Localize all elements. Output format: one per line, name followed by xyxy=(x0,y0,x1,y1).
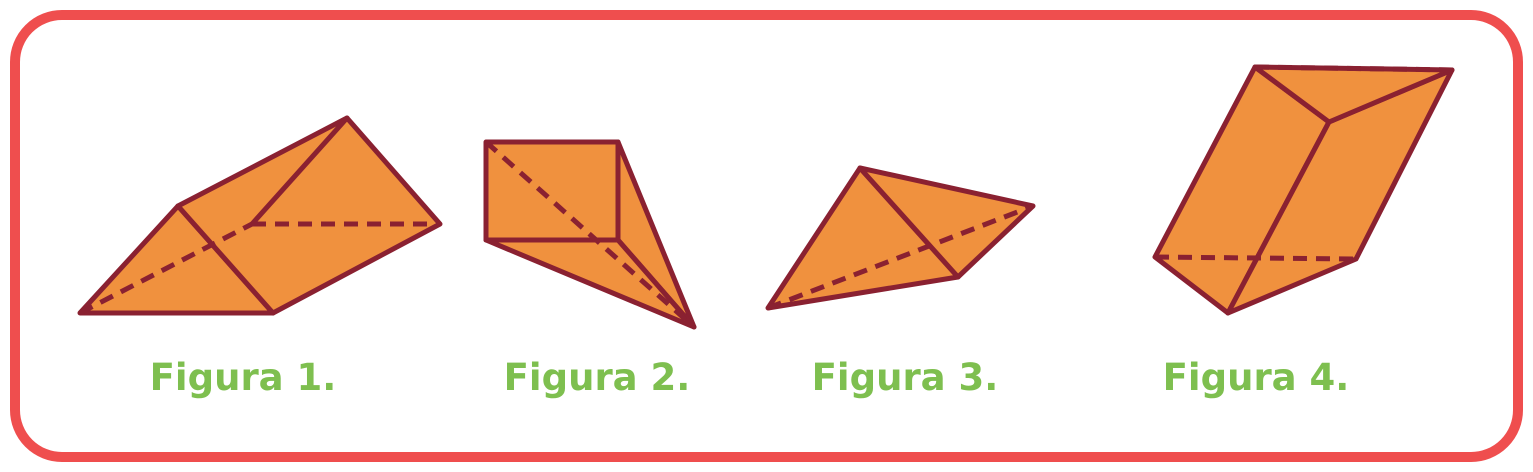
figure-1-triangular-prism xyxy=(77,115,443,316)
figure-3-caption: Figura 3. xyxy=(811,356,999,399)
figure-3-hidden-edge xyxy=(767,203,1034,311)
figure-4-hidden-edge-bottom xyxy=(1154,254,1357,262)
figure-4-triangular-prism xyxy=(1152,64,1456,316)
figure-1-hidden-edge-diagonal xyxy=(78,221,254,316)
figure-2-solid xyxy=(483,139,697,330)
figure-3-tetrahedron xyxy=(765,165,1036,311)
figure-1-caption: Figura 1. xyxy=(149,356,337,399)
figure-4-hidden-edge-top xyxy=(1254,64,1456,73)
figure-4-caption: Figura 4. xyxy=(1162,356,1350,399)
figure-1-edge xyxy=(249,115,350,227)
figure-2-bottom-face xyxy=(483,237,697,330)
figure-3-right-face xyxy=(857,165,1036,280)
figure-2-hidden-edge xyxy=(484,140,696,329)
figure-2-caption: Figura 2. xyxy=(503,356,691,399)
